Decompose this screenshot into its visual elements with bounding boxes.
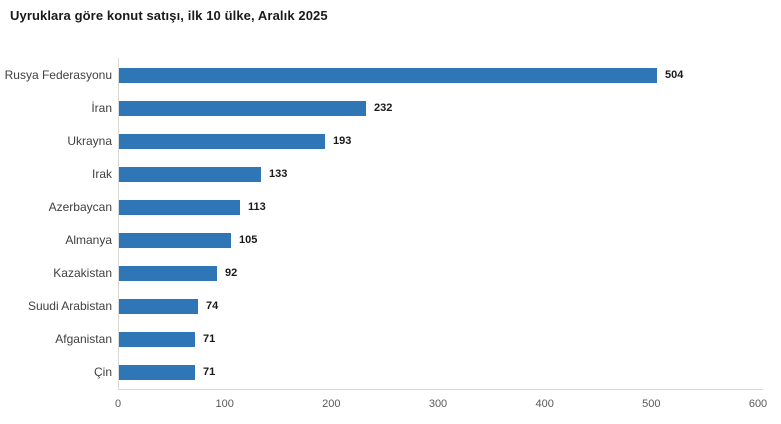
x-axis-line — [118, 389, 763, 390]
x-tick-label: 0 — [114, 398, 122, 410]
value-label: 113 — [248, 201, 266, 213]
value-label: 71 — [203, 333, 216, 345]
category-label: Irak — [91, 167, 112, 181]
category-label: Rusya Federasyonu — [4, 68, 112, 82]
x-tick-label: 100 — [215, 398, 234, 410]
category-label: Kazakistan — [53, 266, 112, 280]
bar — [119, 167, 261, 182]
category-label: Çin — [93, 365, 112, 379]
bar — [119, 101, 366, 116]
bar — [119, 365, 195, 380]
value-label: 74 — [206, 300, 219, 312]
value-label: 232 — [374, 102, 393, 114]
value-label: 92 — [225, 267, 238, 279]
category-label: Afganistan — [55, 332, 112, 346]
category-label: Suudi Arabistan — [27, 299, 112, 313]
category-label: Ukrayna — [67, 134, 112, 148]
bar — [119, 266, 217, 281]
value-label: 105 — [239, 234, 258, 246]
category-label: Almanya — [65, 233, 112, 247]
x-tick-label: 600 — [748, 398, 768, 410]
category-label: İran — [91, 101, 112, 115]
y-axis-line — [118, 58, 119, 389]
value-label: 193 — [333, 135, 352, 147]
bar — [119, 68, 657, 83]
bar — [119, 134, 325, 149]
x-tick-label: 300 — [428, 398, 448, 410]
bar — [119, 233, 231, 248]
x-tick-label: 400 — [535, 398, 554, 410]
bar — [119, 200, 240, 215]
value-label: 133 — [269, 168, 288, 180]
value-label: 504 — [665, 69, 684, 81]
x-tick-label: 200 — [322, 398, 341, 410]
value-label: 71 — [203, 366, 216, 378]
bar — [119, 332, 195, 347]
x-tick-label: 500 — [642, 398, 661, 410]
category-label: Azerbaycan — [48, 200, 112, 214]
bar — [119, 299, 198, 314]
chart-title: Uyruklara göre konut satışı, ilk 10 ülke… — [10, 8, 328, 23]
